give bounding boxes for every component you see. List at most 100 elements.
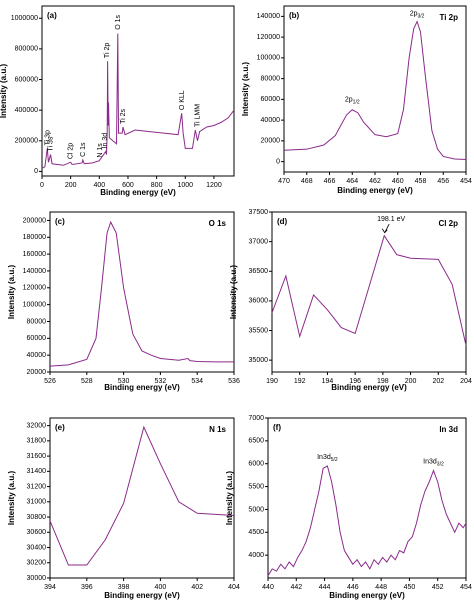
annotation: In 3d [102, 133, 109, 149]
x-tick-label: 458 [415, 178, 427, 185]
panel-label: (d) [277, 217, 288, 226]
annotation: Ti 3s [47, 136, 54, 151]
annotation-text: C 1s [80, 142, 87, 157]
x-tick-label: 440 [262, 584, 274, 591]
y-axis-title: Intensity (a.u.) [0, 64, 8, 119]
y-tick-label: 31400 [27, 468, 47, 475]
plot-frame [283, 5, 467, 173]
data-line [41, 33, 235, 169]
y-tick-label: 6000 [248, 461, 264, 468]
y-tick-label: 30400 [27, 544, 47, 551]
x-tick-label: 204 [460, 378, 472, 385]
y-tick-label: 20000 [27, 369, 47, 376]
annotation-text: Ti LMM [194, 104, 201, 127]
y-tick-label: 0 [34, 168, 38, 175]
y-tick-label: 120000 [257, 34, 280, 41]
x-tick-label: 190 [266, 378, 278, 385]
x-tick-label: 462 [369, 178, 381, 185]
y-tick-label: 4000 [248, 552, 264, 559]
annotation-text: O KLL [179, 90, 186, 110]
x-tick-label: 464 [346, 178, 358, 185]
x-tick-label: 466 [324, 178, 336, 185]
x-axis-title: Binding energy (eV) [104, 591, 180, 600]
x-tick-label: 448 [375, 584, 387, 591]
x-axis-title: Binding energy (eV) [104, 383, 180, 392]
annotation: Ti 2p [104, 43, 111, 58]
y-tick-label: 800000 [15, 46, 38, 53]
y-tick-label: 31800 [27, 438, 47, 445]
annotation-text: Cl 2p [68, 143, 75, 159]
y-tick-label: 4500 [248, 529, 264, 536]
x-tick-label: 450 [404, 584, 416, 591]
annotation-arrow [381, 223, 390, 234]
annotation: Ti LMM [194, 104, 201, 127]
annotation: O 1s [115, 14, 122, 29]
y-tick-label: 20000 [261, 138, 281, 145]
annotation-subscript: 3/2 [418, 14, 425, 20]
y-tick-label: 31000 [27, 499, 47, 506]
y-tick-label: 0 [276, 158, 280, 165]
y-tick-label: 6500 [248, 438, 264, 445]
y-tick-label: 140000 [257, 13, 280, 20]
x-axis-title: Binding energy (eV) [329, 591, 405, 600]
x-axis-title: Binding energy (eV) [100, 188, 176, 197]
y-axis-title: Intensity (a.u.) [7, 265, 16, 320]
plot-frame [49, 211, 235, 373]
annotation-text: In3d [423, 458, 437, 465]
x-tick-label: 454 [460, 584, 472, 591]
annotation: C 1s [80, 142, 87, 157]
y-tick-label: 140000 [23, 268, 46, 275]
annotation-subscript: 5/2 [331, 457, 338, 463]
y-tick-label: 37500 [249, 209, 269, 216]
y-tick-label: 36000 [249, 298, 269, 305]
y-tick-label: 200000 [23, 217, 46, 224]
y-tick-label: 32000 [27, 422, 47, 429]
x-tick-label: 442 [290, 584, 302, 591]
panel-title: Cl 2p [438, 219, 458, 228]
data-line [49, 220, 234, 367]
x-tick-label: 402 [191, 584, 203, 591]
y-tick-label: 30000 [27, 575, 47, 582]
x-tick-label: 400 [93, 182, 105, 189]
x-tick-label: 0 [40, 182, 44, 189]
x-tick-label: 446 [347, 584, 359, 591]
y-axis-title: Intensity (a.u.) [225, 471, 234, 526]
annotation-text: 198.1 eV [377, 216, 405, 223]
panel-title: In 3d [439, 425, 458, 434]
y-tick-label: 40000 [261, 117, 281, 124]
x-axis-title: Binding energy (eV) [337, 186, 413, 195]
y-tick-label: 31600 [27, 453, 47, 460]
y-tick-label: 5500 [248, 483, 264, 490]
panel-label: (a) [47, 11, 57, 20]
y-tick-label: 60000 [261, 96, 281, 103]
x-tick-label: 200 [65, 182, 77, 189]
annotation-text: In 3d [102, 133, 109, 149]
y-tick-label: 30600 [27, 529, 47, 536]
annotation-text: Ti 3s [47, 136, 54, 151]
x-tick-label: 398 [118, 584, 130, 591]
y-tick-label: 35000 [249, 357, 269, 364]
y-tick-label: 31200 [27, 483, 47, 490]
y-tick-label: 600000 [15, 76, 38, 83]
annotation-text: O 1s [115, 14, 122, 29]
annotation: Cl 2p [68, 143, 75, 159]
data-line [267, 465, 467, 576]
y-tick-label: 80000 [27, 318, 47, 325]
panel-title: O 1s [209, 219, 227, 228]
y-tick-label: 80000 [261, 75, 281, 82]
y-tick-label: 36500 [249, 268, 269, 275]
x-tick-label: 468 [301, 178, 313, 185]
plot-frame [49, 417, 235, 579]
plot-frame [271, 211, 467, 373]
panel-title: Ti 2p [439, 13, 458, 22]
x-tick-label: 400 [155, 584, 167, 591]
data-line [49, 425, 235, 566]
x-tick-label: 394 [44, 584, 56, 591]
annotation-subscript: 3/2 [437, 462, 444, 468]
y-axis-title: Intensity (a.u.) [241, 62, 250, 117]
x-tick-label: 404 [228, 584, 240, 591]
annotation-subscript: 1/2 [353, 100, 360, 106]
y-tick-label: 100000 [257, 55, 280, 62]
annotation-text: In3d [317, 454, 331, 461]
y-tick-label: 160000 [23, 251, 46, 258]
